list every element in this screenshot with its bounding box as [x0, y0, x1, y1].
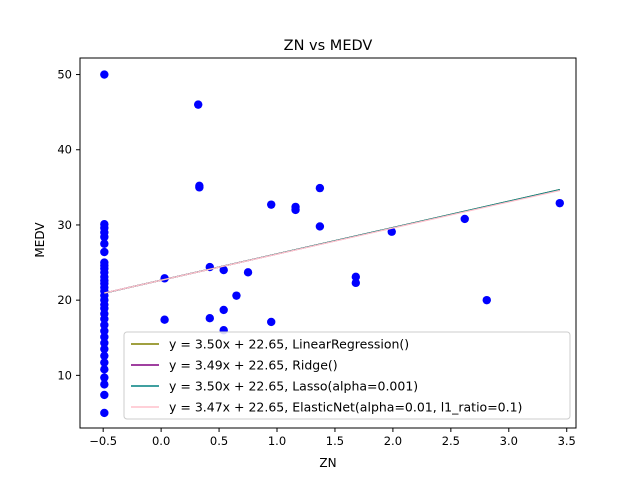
- scatter-point: [100, 365, 109, 374]
- scatter-points: [100, 70, 564, 418]
- scatter-point: [351, 272, 361, 282]
- scatter-point: [100, 326, 109, 336]
- scatter-point: [291, 205, 300, 215]
- x-tick-label: 3.5: [558, 434, 576, 448]
- scatter-point: [315, 183, 325, 193]
- legend-label: y = 3.50x + 22.65, Lasso(alpha=0.001): [169, 379, 418, 394]
- scatter-point: [100, 338, 109, 348]
- scatter-point: [100, 332, 109, 342]
- y-tick-label: 20: [57, 293, 72, 307]
- scatter-point: [482, 295, 491, 305]
- scatter-point: [100, 380, 109, 389]
- scatter-point: [205, 314, 214, 323]
- scatter-point: [219, 265, 228, 275]
- scatter-point: [100, 70, 109, 79]
- x-tick-label: 0.0: [152, 434, 170, 448]
- scatter-point: [100, 247, 109, 257]
- x-axis-label: ZN: [319, 456, 336, 470]
- x-tick-label: 2.0: [384, 434, 402, 448]
- scatter-point: [195, 183, 204, 192]
- x-tick-label: −0.5: [89, 434, 117, 448]
- scatter-point: [100, 358, 109, 367]
- scatter-point: [100, 408, 109, 418]
- scatter-point: [387, 227, 396, 236]
- regression-lines: [104, 189, 560, 294]
- y-tick-label: 40: [57, 143, 72, 157]
- scatter-point: [194, 100, 203, 109]
- scatter-point: [267, 317, 276, 327]
- y-axis-ticks: 10 20 30 40 50: [57, 68, 80, 382]
- x-tick-label: 2.5: [442, 434, 460, 448]
- scatter-point: [555, 198, 564, 208]
- scatter-point: [460, 214, 469, 224]
- y-axis-label: MEDV: [33, 222, 47, 258]
- scatter-point: [267, 200, 276, 209]
- x-tick-label: 3.0: [500, 434, 518, 448]
- plot-area-frame: [79, 57, 577, 429]
- y-tick-label: 30: [57, 218, 72, 232]
- regression-line: [104, 189, 560, 294]
- scatter-point: [315, 222, 325, 231]
- x-tick-label: 1.0: [268, 434, 286, 448]
- legend: y = 3.50x + 22.65, LinearRegression() y =…: [123, 331, 571, 420]
- scatter-point: [100, 351, 109, 361]
- scatter-point: [100, 373, 109, 382]
- legend-label: y = 3.47x + 22.65, ElasticNet(alpha=0.01…: [169, 400, 522, 415]
- scatter-point: [100, 390, 109, 400]
- scatter-point: [160, 315, 169, 324]
- scatter-point: [243, 268, 253, 277]
- chart-title: ZN vs MEDV: [284, 38, 373, 54]
- y-tick-label: 10: [57, 368, 72, 382]
- scatter-point: [100, 320, 109, 330]
- scatter-point: [100, 344, 109, 354]
- x-tick-label: 0.5: [210, 434, 228, 448]
- legend-label: y = 3.50x + 22.65, LinearRegression(): [169, 337, 409, 352]
- x-axis-ticks: −0.5 0.0 0.5 1.0 1.5 2.0 2.5 3.0 3.5: [89, 428, 576, 448]
- scatter-point: [232, 291, 241, 300]
- scatter-point: [219, 305, 228, 315]
- scatter-point: [100, 239, 109, 248]
- y-tick-label: 50: [57, 68, 72, 82]
- x-tick-label: 1.5: [326, 434, 344, 448]
- legend-box: [123, 331, 571, 420]
- scatter-point: [100, 314, 109, 324]
- legend-label: y = 3.49x + 22.65, Ridge(): [169, 358, 338, 373]
- scatter-point: [351, 278, 361, 288]
- scatter-point: [100, 232, 109, 242]
